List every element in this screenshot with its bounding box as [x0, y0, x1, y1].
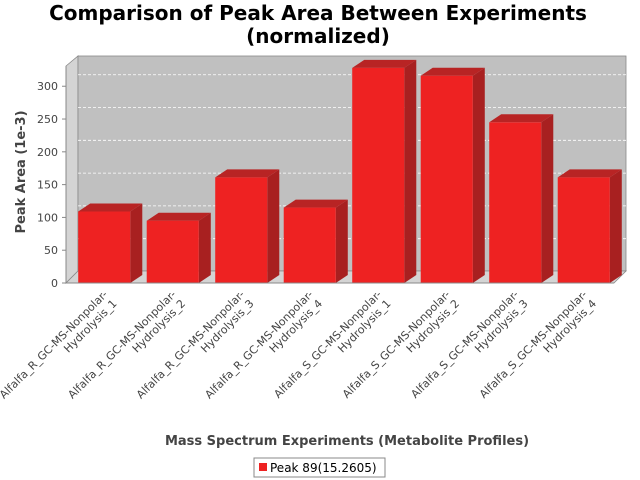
- legend-box: [253, 457, 386, 478]
- x-axis: Alfalfa_R_GC-MS-Nonpolar-Hydrolysis_1Alf…: [0, 282, 614, 401]
- plot-side-wall: [65, 55, 79, 284]
- y-tick-label: 50: [44, 244, 58, 257]
- y-axis: 0 50 100 150 200 250 300: [37, 66, 67, 290]
- bars: [78, 59, 622, 283]
- legend-label: Peak 89(15.2605): [270, 461, 377, 475]
- y-tick-label: 0: [51, 277, 58, 290]
- bar-top-face: [352, 59, 417, 68]
- bar-top-face: [146, 212, 211, 221]
- y-tick-label: 300: [37, 80, 58, 93]
- bar-front-face: [557, 177, 610, 283]
- bar-top-face: [78, 203, 143, 212]
- bar-front-face: [489, 122, 542, 283]
- bar-front-face: [352, 67, 405, 283]
- y-tick-label: 150: [37, 179, 58, 192]
- bar-top-face: [420, 67, 485, 76]
- bar-side-face: [335, 199, 348, 283]
- x-tick-label-line: Alfalfa_R_GC-MS-Nonpolar-: [65, 288, 178, 401]
- legend-swatch: [259, 463, 267, 471]
- bar-side-face: [472, 67, 485, 283]
- bar: [146, 212, 211, 283]
- chart-title-line-2: (normalized): [246, 24, 390, 48]
- bar-top-face: [557, 169, 622, 178]
- legend: Peak 89(15.2605): [253, 457, 386, 478]
- bar: [489, 114, 554, 283]
- bar: [420, 67, 485, 283]
- bar-side-face: [198, 212, 211, 283]
- bar: [78, 203, 143, 283]
- bar-top-face: [489, 114, 554, 123]
- bar-side-face: [404, 59, 417, 283]
- bar: [215, 169, 280, 283]
- y-tick-label: 250: [37, 113, 58, 126]
- bar-top-face: [215, 169, 280, 178]
- chart-title: Comparison of Peak Area Between Experime…: [49, 1, 587, 48]
- x-tick-label-line: Alfalfa_R_GC-MS-Nonpolar-: [0, 288, 110, 401]
- y-tick-label: 100: [37, 211, 58, 224]
- bar-front-face: [78, 211, 131, 283]
- x-tick-label-line: Alfalfa_R_GC-MS-Nonpolar-: [202, 288, 315, 401]
- bar-side-face: [130, 203, 143, 283]
- chart-title-line-1: Comparison of Peak Area Between Experime…: [49, 1, 587, 25]
- bar-top-face: [283, 199, 348, 208]
- bar-front-face: [420, 75, 473, 283]
- bar-front-face: [283, 207, 336, 283]
- bar: [283, 199, 348, 283]
- y-axis-title: Peak Area (1e-3): [14, 110, 29, 233]
- x-axis-title: Mass Spectrum Experiments (Metabolite Pr…: [165, 434, 529, 449]
- bar: [352, 59, 417, 283]
- bar-side-face: [541, 114, 554, 283]
- x-tick-label: Alfalfa_R_GC-MS-Nonpolar-Hydrolysis_1: [0, 288, 120, 401]
- bar-front-face: [215, 177, 268, 283]
- bar: [557, 169, 622, 283]
- bar-side-face: [609, 169, 622, 283]
- y-tick-label: 200: [37, 146, 58, 159]
- bar-front-face: [146, 220, 199, 283]
- bar-side-face: [267, 169, 280, 283]
- x-tick-label-line: Alfalfa_R_GC-MS-Nonpolar-: [134, 288, 247, 401]
